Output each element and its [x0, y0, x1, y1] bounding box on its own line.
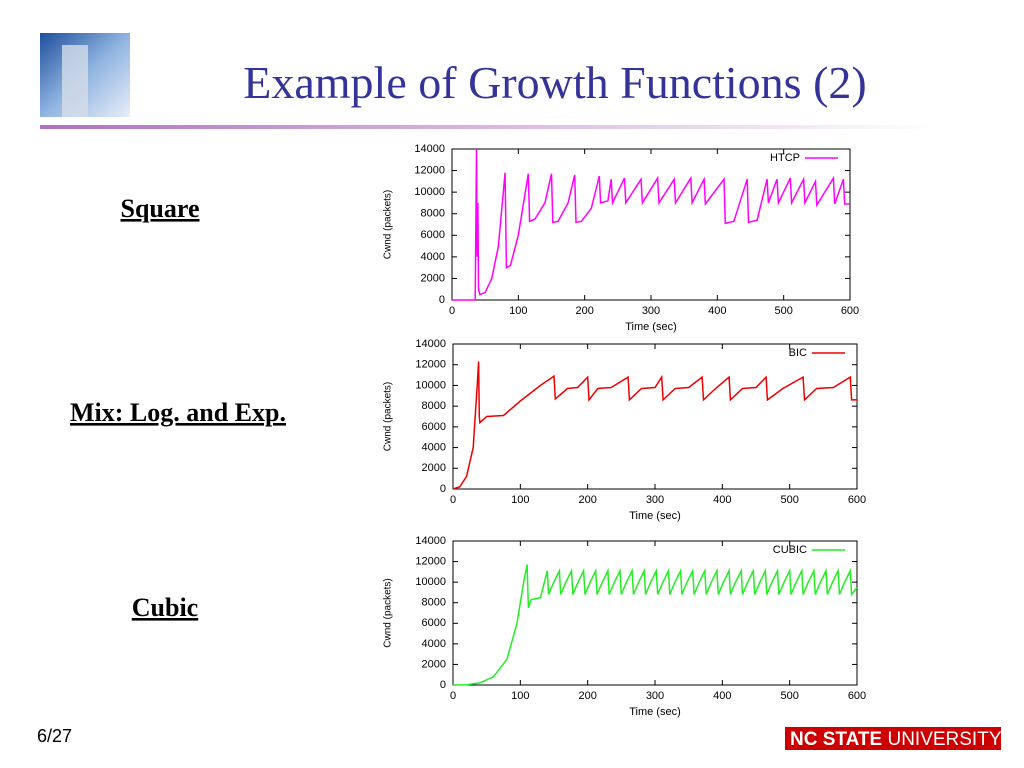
university-logo	[785, 727, 1001, 750]
y-tick-label: 2000	[422, 462, 446, 474]
y-tick-label: 6000	[422, 421, 446, 433]
y-tick-label: 14000	[415, 338, 446, 350]
y-tick-label: 14000	[414, 143, 445, 155]
x-tick-label: 500	[774, 305, 792, 317]
x-axis-label: Time (sec)	[629, 706, 681, 718]
logo-text-bold: NC STATE	[790, 729, 882, 750]
x-tick-label: 300	[642, 305, 660, 317]
x-tick-label: 100	[509, 305, 527, 317]
y-tick-label: 0	[440, 483, 446, 495]
y-tick-label: 4000	[422, 638, 446, 650]
series-line	[452, 148, 850, 301]
y-axis-label: Cwnd (packets)	[383, 578, 394, 647]
page-number: 6/27	[37, 726, 72, 746]
x-tick-label: 300	[646, 690, 664, 702]
x-tick-label: 400	[708, 305, 726, 317]
plot-area	[452, 343, 858, 490]
plot-area	[451, 148, 851, 301]
x-tick-label: 500	[780, 494, 798, 506]
x-tick-label: 200	[578, 690, 596, 702]
x-tick-label: 0	[450, 494, 456, 506]
y-tick-label: 12000	[414, 164, 445, 176]
y-tick-label: 2000	[422, 658, 446, 670]
y-tick-label: 8000	[422, 597, 446, 609]
x-tick-label: 600	[848, 494, 866, 506]
y-tick-label: 0	[440, 679, 446, 691]
x-tick-label: 500	[780, 690, 798, 702]
y-tick-label: 4000	[421, 251, 445, 263]
logo-text: NC STATE UNIVERSITY	[790, 729, 1002, 750]
x-tick-label: 200	[578, 494, 596, 506]
y-tick-label: 12000	[415, 555, 446, 567]
y-tick-label: 10000	[415, 379, 446, 391]
tower-shape	[62, 45, 88, 117]
x-tick-label: 0	[450, 690, 456, 702]
x-axis-label: Time (sec)	[625, 321, 677, 333]
x-tick-label: 400	[713, 494, 731, 506]
series-line	[452, 361, 857, 490]
x-tick-label: 600	[848, 690, 866, 702]
y-tick-label: 14000	[415, 535, 446, 547]
x-tick-label: 300	[646, 494, 664, 506]
y-tick-label: 6000	[421, 229, 445, 241]
logo-text-light: UNIVERSITY	[887, 729, 1001, 750]
y-axis-label: Cwnd (packets)	[383, 382, 394, 451]
y-tick-label: 2000	[421, 272, 445, 284]
y-tick-label: 8000	[422, 400, 446, 412]
row-label: Square	[121, 194, 200, 223]
y-tick-label: 6000	[422, 617, 446, 629]
y-tick-label: 0	[439, 294, 445, 306]
y-tick-label: 4000	[422, 441, 446, 453]
x-tick-label: 400	[713, 690, 731, 702]
y-tick-label: 12000	[415, 359, 446, 371]
row-label: Mix: Log. and Exp.	[70, 398, 286, 427]
legend-label: CUBIC	[773, 544, 807, 556]
y-tick-label: 10000	[414, 186, 445, 198]
plot-area	[452, 540, 858, 686]
legend-label: BIC	[789, 347, 807, 359]
x-tick-label: 600	[841, 305, 859, 317]
row-label: Cubic	[132, 593, 198, 622]
y-tick-label: 10000	[415, 576, 446, 588]
y-tick-label: 8000	[421, 208, 445, 220]
x-tick-label: 200	[575, 305, 593, 317]
x-tick-label: 100	[511, 690, 529, 702]
series-line	[452, 564, 858, 686]
x-axis-label: Time (sec)	[629, 510, 681, 522]
y-axis-label: Cwnd (packets)	[383, 190, 394, 259]
slide-title: Example of Growth Functions (2)	[243, 57, 866, 108]
title-rule	[40, 125, 940, 129]
legend-label: HTCP	[770, 152, 800, 164]
x-tick-label: 0	[449, 305, 455, 317]
x-tick-label: 100	[511, 494, 529, 506]
